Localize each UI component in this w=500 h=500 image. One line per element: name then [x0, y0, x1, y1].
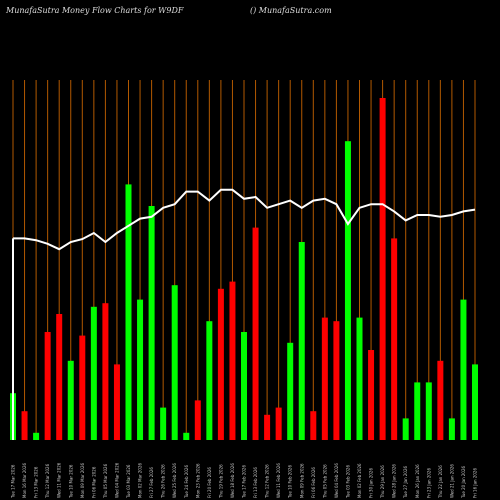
x-tick-label: Wed 11 Mar 2026	[57, 462, 62, 498]
bar	[425, 382, 432, 440]
bar	[217, 288, 224, 440]
bar	[275, 407, 282, 440]
bar	[113, 364, 120, 440]
bar	[368, 350, 375, 440]
x-tick-label: Thu 05 Mar 2026	[103, 463, 108, 499]
x-tick-label: Mon 09 Mar 2026	[80, 462, 85, 498]
x-tick-label: Wed 04 Feb 2026	[334, 463, 339, 498]
x-tick-label: Tue 10 Mar 2026	[68, 464, 73, 499]
bar	[183, 432, 190, 440]
x-tick-label: Tue 17 Mar 2026	[11, 464, 16, 499]
x-tick-label: Mon 02 Mar 2026	[138, 462, 143, 498]
bar	[44, 332, 51, 440]
x-tick-label: Fri 13 Mar 2026	[34, 466, 39, 498]
x-tick-label: Thu 12 Mar 2026	[45, 463, 50, 499]
x-tick-label: Thu 12 Feb 2026	[265, 464, 270, 499]
bar	[333, 321, 340, 440]
x-tick-label: Wed 18 Feb 2026	[230, 463, 235, 498]
x-tick-label: Fri 30 Jan 2026	[369, 468, 374, 498]
x-tick-label: Thu 29 Jan 2026	[380, 465, 385, 499]
x-tick-label: Tue 20 Jan 2026	[461, 465, 466, 499]
x-tick-label: Fri 16 Jan 2026	[473, 468, 478, 498]
bar	[21, 411, 28, 440]
bar	[310, 411, 317, 440]
bar	[171, 285, 178, 440]
bar	[137, 299, 144, 440]
bar	[402, 418, 409, 440]
bar	[79, 335, 86, 440]
bar	[472, 364, 478, 440]
x-tick-label: Wed 25 Feb 2026	[172, 463, 177, 498]
x-tick-label: Fri 20 Feb 2026	[207, 467, 212, 498]
x-tick-label: Mon 02 Feb 2026	[357, 463, 362, 498]
bar	[448, 418, 455, 440]
bar	[241, 332, 247, 440]
bar	[125, 184, 132, 440]
bar	[414, 382, 421, 440]
bar	[194, 400, 201, 440]
x-tick-label: Fri 06 Mar 2026	[91, 466, 96, 498]
bar	[229, 281, 236, 440]
bar	[206, 321, 213, 440]
bar	[56, 314, 63, 440]
site-credit: () MunafaSutra.com	[250, 6, 332, 15]
bar	[252, 227, 259, 440]
bar	[298, 242, 305, 440]
bar	[391, 238, 398, 440]
bar	[67, 360, 74, 440]
bar	[379, 98, 386, 440]
bar	[460, 299, 467, 440]
x-tick-label: Mon 26 Jan 2026	[415, 464, 420, 498]
money-flow-line	[13, 188, 476, 251]
bar	[160, 407, 167, 440]
bar	[102, 303, 109, 440]
bar	[344, 141, 351, 440]
x-tick-label: Fri 27 Feb 2026	[149, 467, 154, 498]
chart-title: MunafaSutra Money Flow Charts for W9DF	[6, 6, 184, 15]
x-tick-label: Thu 19 Feb 2026	[218, 464, 223, 499]
x-tick-label: Wed 11 Feb 2026	[276, 463, 281, 498]
x-tick-label: Tue 10 Feb 2026	[288, 465, 293, 499]
x-tick-label: Tue 03 Mar 2026	[126, 464, 131, 499]
bar	[287, 342, 294, 440]
x-tick-label: Fri 13 Feb 2026	[253, 467, 258, 498]
x-tick-label: Mon 09 Feb 2026	[299, 463, 304, 498]
bar	[90, 306, 97, 440]
x-tick-label: Thu 26 Feb 2026	[161, 464, 166, 499]
x-tick-label: Wed 21 Jan 2026	[449, 464, 454, 498]
x-tick-label: Wed 04 Mar 2026	[114, 462, 119, 498]
bar	[356, 317, 363, 440]
x-tick-label: Wed 28 Jan 2026	[392, 464, 397, 498]
x-tick-label: Thu 22 Jan 2026	[438, 465, 443, 499]
x-tick-label: Mon 23 Feb 2026	[195, 463, 200, 498]
x-tick-label: Tue 24 Feb 2026	[184, 465, 189, 499]
bar	[321, 317, 328, 440]
x-tick-label: Tue 27 Jan 2026	[403, 465, 408, 499]
x-tick-label: Tue 03 Feb 2026	[345, 465, 350, 499]
bar	[33, 432, 40, 440]
x-tick-label: Fri 23 Jan 2026	[426, 468, 431, 498]
x-tick-label: Tue 17 Feb 2026	[242, 465, 247, 499]
x-tick-label: Fri 06 Feb 2026	[311, 467, 316, 498]
bar	[148, 206, 155, 440]
bar	[437, 360, 444, 440]
bar	[264, 414, 271, 440]
x-tick-label: Thu 05 Feb 2026	[322, 464, 327, 499]
x-tick-label: Mon 16 Mar 2026	[22, 462, 27, 498]
